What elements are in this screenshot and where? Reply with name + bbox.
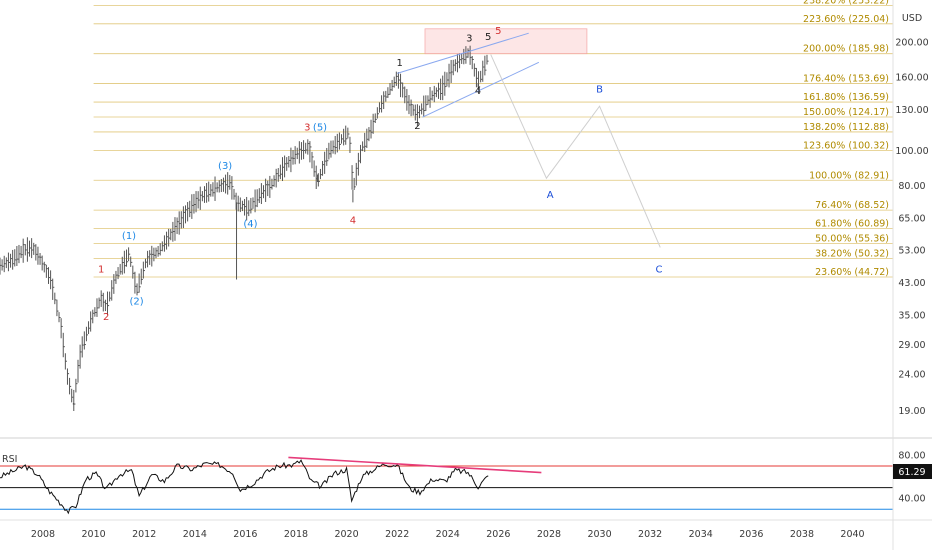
x-tick-label: 2008 <box>31 529 55 540</box>
channel-line <box>422 61 540 118</box>
wave-label: 4 <box>475 86 481 97</box>
x-tick-label: 2016 <box>233 529 257 540</box>
x-tick-label: 2036 <box>739 529 763 540</box>
x-tick-label: 2018 <box>284 529 308 540</box>
fib-label: 100.00% (82.91) <box>809 170 889 181</box>
y-tick-label: 130.00 <box>895 105 928 116</box>
rsi-pane: 40.00 80.00 <box>0 450 926 515</box>
rsi-tick-label: 40.00 <box>898 493 925 504</box>
x-tick-label: 2034 <box>689 529 713 540</box>
x-tick-label: 2028 <box>537 529 561 540</box>
x-tick-label: 2030 <box>587 529 611 540</box>
y-tick-label: 160.00 <box>895 72 928 83</box>
fib-label: 161.80% (136.59) <box>803 92 889 103</box>
fib-label: 123.60% (100.32) <box>803 140 889 151</box>
wave-label: 2 <box>103 312 109 323</box>
x-tick-label: 2024 <box>436 529 460 540</box>
wave-label: (2) <box>130 297 144 308</box>
time-axis[interactable]: 2008 2010 2012 2014 2016 2018 2020 2022 2024 2026… <box>31 529 865 540</box>
wave-label: 3 <box>304 122 310 133</box>
y-tick-label: 29.00 <box>898 340 925 351</box>
rsi-value-tag <box>893 464 932 479</box>
fib-label: 50.00% (55.36) <box>815 234 889 245</box>
trend-channel <box>397 32 540 118</box>
y-tick-label: 100.00 <box>895 146 928 157</box>
wave-label: (5) <box>313 122 327 133</box>
rsi-tick-label: 80.00 <box>898 450 925 461</box>
wave-label: 2 <box>414 121 420 132</box>
x-tick-label: 2012 <box>132 529 156 540</box>
x-tick-label: 2022 <box>385 529 409 540</box>
fib-label: 200.00% (185.98) <box>803 44 889 55</box>
y-tick-label: 53.00 <box>898 245 925 256</box>
x-tick-label: 2038 <box>790 529 814 540</box>
fib-label: 238.20% (253.22) <box>803 0 889 6</box>
wave-label: C <box>656 265 663 276</box>
target-zone <box>424 28 588 55</box>
rsi-current-value: 61.29 <box>898 467 925 478</box>
fib-label: 38.20% (50.32) <box>815 248 889 259</box>
fib-label: 176.40% (153.69) <box>803 74 889 85</box>
channel-line <box>397 32 529 74</box>
wave-label: 3 <box>466 34 472 45</box>
wave-label: 1 <box>397 58 403 69</box>
wave-label: A <box>547 190 554 201</box>
price-axis[interactable]: 19.00 24.00 29.00 35.00 43.00 53.00 65.00 80.00… <box>895 37 928 417</box>
x-tick-label: 2014 <box>183 529 207 540</box>
fib-label: 76.40% (68.52) <box>815 200 889 211</box>
y-tick-label: 19.00 <box>898 406 925 417</box>
target-zone-box <box>424 28 588 55</box>
y-tick-label: 80.00 <box>898 181 925 192</box>
wave-label: 5 <box>485 32 491 43</box>
y-tick-label: 200.00 <box>895 37 928 48</box>
x-tick-label: 2040 <box>840 529 864 540</box>
y-tick-label: 35.00 <box>898 310 925 321</box>
projection-path <box>490 54 661 248</box>
wave-label: (4) <box>243 219 257 230</box>
fib-label: 23.60% (44.72) <box>815 267 889 278</box>
wave-label: (1) <box>122 231 136 242</box>
rsi-line <box>0 459 489 515</box>
x-tick-label: 2010 <box>82 529 106 540</box>
fib-label: 223.60% (225.04) <box>803 14 889 25</box>
fib-label: 150.00% (124.17) <box>803 107 889 118</box>
y-tick-label: 43.00 <box>898 278 925 289</box>
fib-label: 61.80% (60.89) <box>815 219 889 230</box>
wave-label: 1 <box>98 265 104 276</box>
wave-label: (3) <box>218 161 232 172</box>
price-bars <box>0 45 489 412</box>
y-tick-label: 24.00 <box>898 369 925 380</box>
currency-label: USD <box>902 13 922 24</box>
rsi-label: RSI <box>2 454 17 465</box>
fib-label: 138.20% (112.88) <box>803 122 889 133</box>
x-tick-label: 2032 <box>638 529 662 540</box>
x-tick-label: 2026 <box>486 529 510 540</box>
rsi-divergence-line <box>288 456 542 474</box>
wave-label: 5 <box>495 26 501 37</box>
y-tick-label: 65.00 <box>898 213 925 224</box>
x-tick-label: 2020 <box>334 529 358 540</box>
wave-label: B <box>596 85 603 96</box>
abc-projection <box>490 54 661 248</box>
wave-label: 4 <box>350 215 356 226</box>
